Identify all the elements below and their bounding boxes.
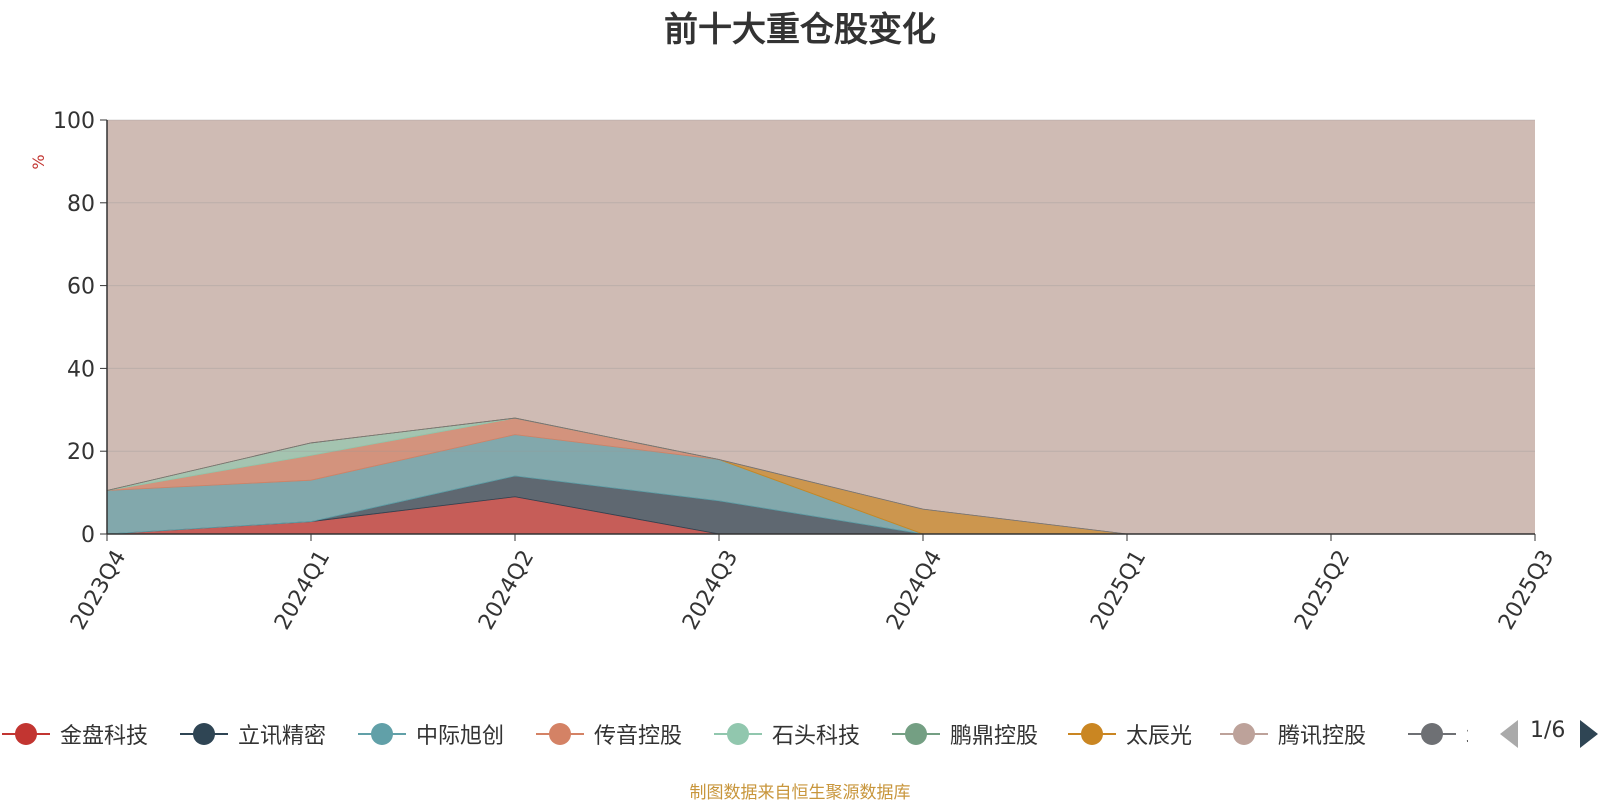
x-tick-label: 2025Q2 xyxy=(1290,546,1355,634)
legend-page-indicator: 1/6 xyxy=(1530,718,1566,743)
y-axis-label: % xyxy=(29,154,48,169)
y-tick-label: 80 xyxy=(67,192,95,217)
y-tick-label: 60 xyxy=(67,275,95,300)
legend-label: 中际旭创 xyxy=(416,724,505,749)
legend-marker-icon xyxy=(358,723,406,745)
x-tick-label: 2025Q3 xyxy=(1494,546,1559,634)
legend-label: 太辰光 xyxy=(1126,724,1193,749)
legend-item[interactable]: 太辰光 xyxy=(1066,716,1192,752)
y-tick-label: 0 xyxy=(81,523,95,548)
legend-marker-icon xyxy=(536,723,584,745)
legend-marker-icon xyxy=(180,723,228,745)
y-tick-label: 40 xyxy=(67,357,95,382)
legend: 金盘科技 立讯精密 中际旭创 传音控股 石头科技 鹏鼎控股 太辰光 腾讯控股 北 xyxy=(0,716,1468,756)
y-tick-label: 100 xyxy=(53,109,95,134)
legend-next-icon[interactable] xyxy=(1578,718,1600,750)
chart-title: 前十大重仓股变化 xyxy=(664,10,936,50)
x-tick-label: 2024Q1 xyxy=(270,546,335,634)
legend-marker-icon xyxy=(714,723,762,745)
y-tick-label: 20 xyxy=(67,440,95,465)
x-tick-label: 2024Q3 xyxy=(678,546,743,634)
source-note: 制图数据来自恒生聚源数据库 xyxy=(689,783,911,803)
legend-label: 北 xyxy=(1466,718,1468,750)
legend-marker-icon xyxy=(1220,723,1268,745)
legend-label: 石头科技 xyxy=(772,724,861,749)
legend-item[interactable]: 中际旭创 xyxy=(356,716,504,752)
legend-label: 金盘科技 xyxy=(60,724,149,749)
legend-label: 鹏鼎控股 xyxy=(950,724,1039,749)
legend-label: 立讯精密 xyxy=(238,724,327,749)
legend-label: 腾讯控股 xyxy=(1278,724,1367,749)
legend-marker-icon xyxy=(892,723,940,745)
area-layers xyxy=(106,120,1535,535)
legend-item[interactable]: 立讯精密 xyxy=(178,716,326,752)
legend-item[interactable]: 腾讯控股 xyxy=(1218,716,1366,752)
legend-item[interactable]: 石头科技 xyxy=(712,716,860,752)
area-series-8 xyxy=(106,417,1535,535)
legend-prev-icon[interactable] xyxy=(1498,718,1522,750)
x-tick-label: 2025Q1 xyxy=(1086,546,1151,634)
legend-marker-icon xyxy=(1408,723,1456,745)
legend-marker-icon xyxy=(1068,723,1116,745)
legend-marker-icon xyxy=(2,723,50,745)
legend-item[interactable]: 传音控股 xyxy=(534,716,682,752)
x-tick-label: 2024Q4 xyxy=(882,546,947,634)
x-tick-label: 2023Q4 xyxy=(66,546,131,634)
legend-item[interactable]: 金盘科技 xyxy=(0,716,148,752)
legend-item[interactable]: 鹏鼎控股 xyxy=(890,716,1038,752)
x-tick-label: 2024Q2 xyxy=(474,546,539,634)
legend-label: 传音控股 xyxy=(594,724,683,749)
legend-item[interactable]: 北 xyxy=(1406,716,1468,752)
